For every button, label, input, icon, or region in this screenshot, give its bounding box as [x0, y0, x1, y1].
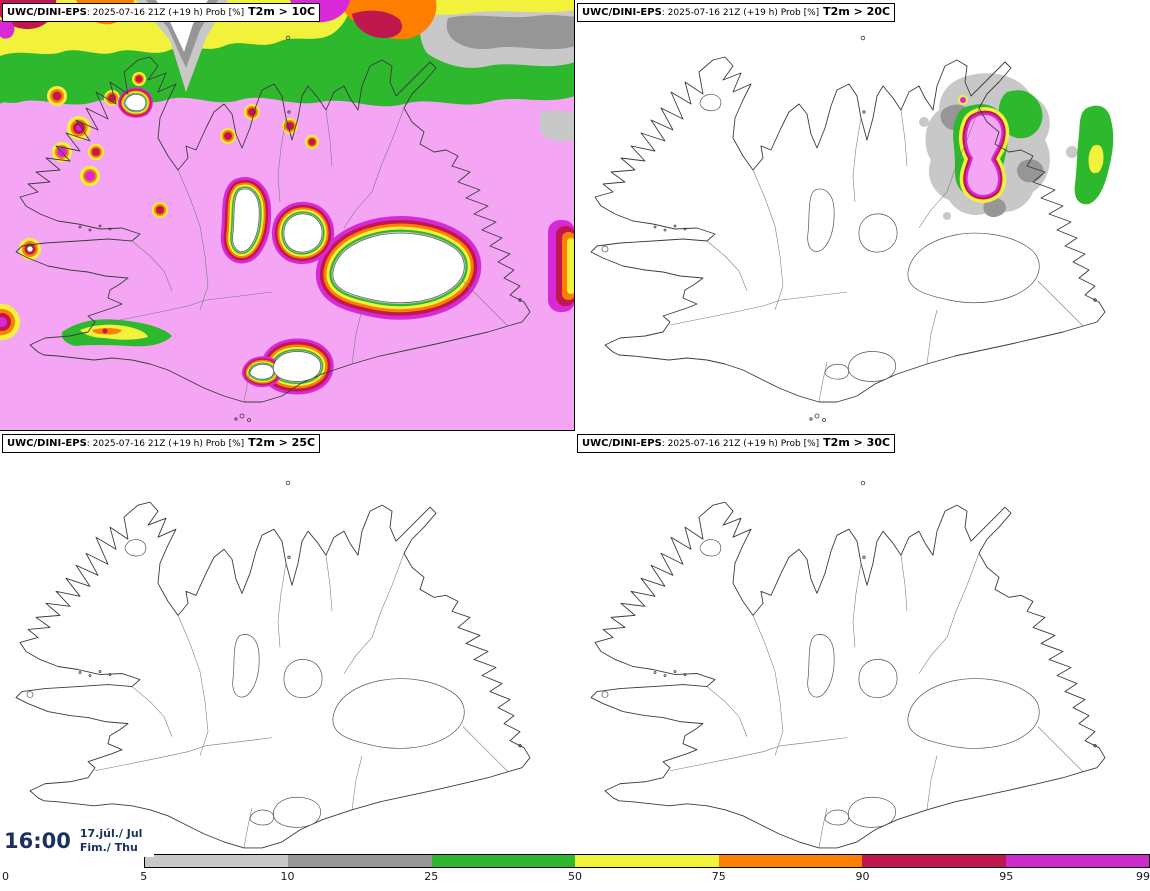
- panel-title: T2m > 20C: [823, 5, 891, 18]
- iceland-coastline: [591, 481, 1105, 867]
- legend-tick-5: 5: [140, 870, 148, 883]
- legend-segment-2: [288, 854, 432, 868]
- legend-tick-90: 90: [855, 870, 870, 883]
- legend-segment-3: [431, 854, 575, 868]
- map-t2m-10c: [0, 0, 575, 431]
- panel-title: T2m > 10C: [248, 5, 316, 18]
- panel-header-30c: UWC/DINI-EPS: 2025-07-16 21Z (+19 h) Pro…: [577, 434, 896, 453]
- iceland-coastline: [16, 481, 530, 867]
- model-name: UWC/DINI-EPS: [7, 7, 87, 18]
- valid-date-block: 17.júl./ Jul Fim./ Thu: [80, 827, 143, 855]
- map-t2m-30c: [575, 445, 1150, 891]
- panel-header-20c: UWC/DINI-EPS: 2025-07-16 21Z (+19 h) Pro…: [577, 3, 896, 22]
- probability-field-20c: [919, 73, 1114, 220]
- panel-t2m-20c: [575, 0, 1150, 445]
- legend-segment-0: [0, 854, 144, 868]
- legend-tick-0: 0: [2, 870, 9, 883]
- cold-spots: [47, 72, 319, 218]
- legend-segment-6: [862, 854, 1006, 868]
- model-name: UWC/DINI-EPS: [582, 7, 662, 18]
- model-name: UWC/DINI-EPS: [7, 438, 87, 449]
- valid-time: 16:00: [4, 828, 71, 853]
- probability-colorbar: 0 5 10 25 50 75 90 95 99: [0, 854, 1150, 890]
- legend-segment-7: [1005, 854, 1150, 868]
- legend-tick-50: 50: [568, 870, 582, 883]
- legend-ticks: 0 5 10 25 50 75 90 95 99: [0, 870, 1150, 886]
- panel-header-25c: UWC/DINI-EPS: 2025-07-16 21Z (+19 h) Pro…: [2, 434, 321, 453]
- legend-tick-95: 95: [999, 870, 1014, 883]
- valid-time-box: 16:00 17.júl./ Jul Fim./ Thu: [0, 825, 155, 857]
- run-info: : 2025-07-16 21Z (+19 h) Prob [%]: [86, 8, 245, 18]
- legend-segment-5: [718, 854, 862, 868]
- run-info: : 2025-07-16 21Z (+19 h) Prob [%]: [661, 439, 820, 449]
- legend-tick-10: 10: [280, 870, 295, 883]
- legend-track: [0, 854, 1150, 868]
- legend-tick-99: 99: [1136, 870, 1150, 883]
- run-info: : 2025-07-16 21Z (+19 h) Prob [%]: [86, 439, 245, 449]
- legend-tick-75: 75: [711, 870, 726, 883]
- valid-date: 17.júl./ Jul: [79, 827, 143, 840]
- panel-header-10c: UWC/DINI-EPS: 2025-07-16 21Z (+19 h) Pro…: [2, 3, 321, 22]
- map-t2m-20c: [575, 0, 1114, 445]
- legend-segment-1: [143, 854, 288, 868]
- run-info: : 2025-07-16 21Z (+19 h) Prob [%]: [661, 8, 820, 18]
- legend-segment-4: [575, 854, 719, 868]
- valid-day: Fim./ Thu: [79, 840, 138, 854]
- panel-title: T2m > 30C: [823, 436, 891, 449]
- panel-t2m-10c: [0, 0, 575, 445]
- legend-tick-25: 25: [424, 870, 439, 883]
- panel-t2m-30c: [575, 445, 1150, 891]
- model-name: UWC/DINI-EPS: [582, 438, 662, 449]
- warm-core: [958, 107, 1010, 203]
- panel-title: T2m > 25C: [248, 436, 316, 449]
